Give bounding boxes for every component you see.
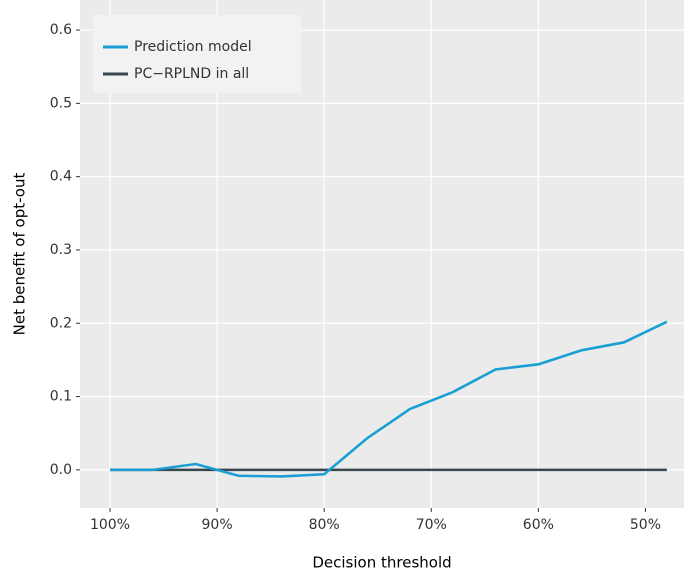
y-tick-label: 0.5 [50,95,72,111]
x-tick-label: 50% [630,517,661,533]
y-tick-label: 0.2 [50,315,72,331]
x-tick-label: 90% [202,517,233,533]
y-tick-label: 0.4 [50,169,72,185]
x-tick-label: 60% [523,517,554,533]
legend-box [93,15,301,93]
lines [109,320,668,478]
legend-label: Prediction model [134,39,252,55]
y-tick-label: 0.6 [50,22,72,38]
x-tick-label: 100% [90,517,130,533]
y-tick-label: 0.0 [50,462,72,478]
y-axis-title: Net benefit of opt-out [11,173,29,336]
x-tick-label: 80% [309,517,340,533]
y-tick-label: 0.1 [50,389,72,405]
legend-label: PC−RPLND in all [134,66,249,82]
series-line [109,320,668,478]
legend: Prediction model PC−RPLND in all [93,15,301,93]
x-axis-title: Decision threshold [312,554,451,572]
x-tick-label: 70% [416,517,447,533]
y-tick-label: 0.3 [50,242,72,258]
